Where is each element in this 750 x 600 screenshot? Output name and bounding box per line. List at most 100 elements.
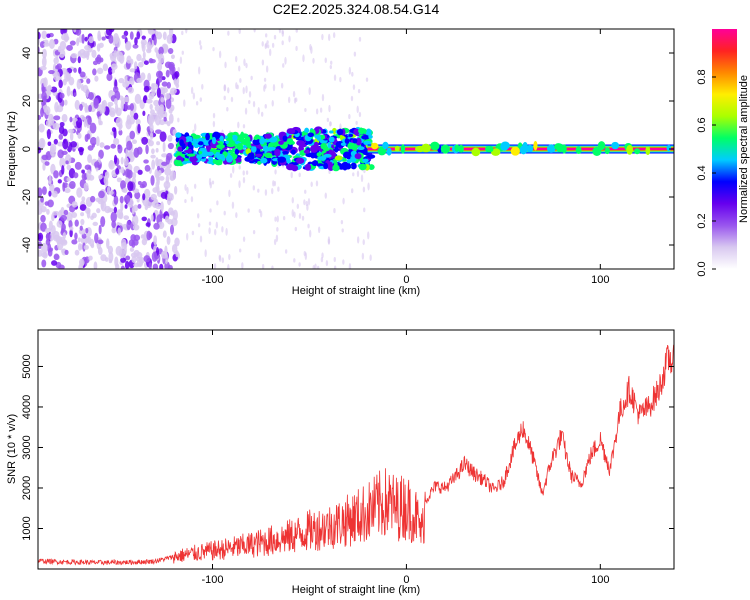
heatmap-cell	[92, 221, 99, 227]
heatmap-cell	[92, 68, 97, 76]
heatmap-cell	[132, 44, 139, 49]
heatmap-cell	[267, 146, 276, 151]
y-tick-label: 4000	[21, 395, 33, 419]
spectrogram-y-label: Frequency (Hz)	[6, 111, 18, 187]
heatmap-cell	[295, 29, 298, 33]
heatmap-cell	[133, 112, 139, 120]
heatmap-cell	[165, 174, 170, 184]
heatmap-cell	[94, 161, 100, 168]
heatmap-cell	[327, 33, 331, 42]
colorbar-gradient	[712, 29, 737, 269]
heatmap-cell	[271, 265, 274, 269]
heatmap-cell	[42, 162, 46, 171]
heatmap-cell	[342, 259, 345, 265]
heatmap-cell	[170, 97, 175, 103]
heatmap-cell	[227, 87, 230, 94]
heatmap-cell	[70, 53, 78, 59]
heatmap-cell	[368, 164, 375, 170]
heatmap-cell	[575, 146, 582, 154]
heatmap-cell	[353, 51, 357, 57]
heatmap-cell	[187, 141, 192, 148]
heatmap-cell	[362, 186, 366, 193]
heatmap-cell	[129, 77, 135, 86]
heatmap-cell	[316, 152, 322, 157]
heatmap-cell	[53, 57, 59, 65]
heatmap-cell	[328, 104, 331, 113]
heatmap-cell	[44, 161, 50, 166]
heatmap-cell	[38, 200, 41, 207]
heatmap-cell	[208, 177, 212, 186]
heatmap-cell	[53, 115, 61, 121]
heatmap-cell	[211, 180, 215, 185]
heatmap-cell	[120, 257, 127, 263]
heatmap-cell	[64, 71, 70, 82]
heatmap-cell	[43, 77, 48, 88]
heatmap-cell	[421, 143, 431, 153]
heatmap-cell	[41, 259, 47, 268]
heatmap-cell	[357, 88, 361, 94]
heatmap-cell	[238, 29, 241, 35]
heatmap-cell	[175, 132, 182, 138]
heatmap-cell	[62, 232, 67, 239]
heatmap-cell	[148, 232, 153, 239]
heatmap-cell	[81, 169, 85, 174]
heatmap-cell	[485, 145, 494, 153]
heatmap-cell	[96, 43, 101, 52]
heatmap-cell	[166, 235, 171, 245]
heatmap-cell	[64, 188, 71, 194]
heatmap-cell	[136, 53, 142, 62]
heatmap-cell	[106, 238, 110, 250]
heatmap-cell	[134, 37, 138, 46]
heatmap-cell	[143, 159, 149, 164]
heatmap-cell	[333, 257, 336, 263]
heatmap-cell	[107, 101, 114, 107]
heatmap-cell	[48, 174, 52, 185]
heatmap-cell	[333, 265, 337, 269]
heatmap-cell	[111, 127, 117, 133]
heatmap-cell	[264, 43, 267, 50]
heatmap-cell	[310, 144, 319, 153]
heatmap-cell	[317, 226, 321, 234]
heatmap-cell	[87, 154, 93, 164]
heatmap-cell	[430, 141, 440, 151]
heatmap-cell	[153, 99, 160, 107]
heatmap-cell	[99, 142, 105, 148]
heatmap-cell	[105, 29, 113, 36]
heatmap-cell	[128, 150, 133, 159]
heatmap-cell	[81, 33, 85, 44]
heatmap-cell	[221, 226, 224, 233]
heatmap-cell	[238, 165, 241, 170]
heatmap-cell	[247, 152, 255, 160]
heatmap-cell	[98, 174, 103, 180]
heatmap-cell	[123, 194, 131, 204]
heatmap-cell	[158, 53, 165, 65]
heatmap-cell	[130, 58, 134, 65]
heatmap-cell	[81, 196, 86, 202]
heatmap-cell	[106, 73, 113, 82]
heatmap-cell	[228, 189, 231, 198]
heatmap-cell	[350, 95, 354, 102]
heatmap-cell	[56, 63, 63, 70]
heatmap-cell	[252, 100, 256, 108]
colorbar-label: Normalized spectral amplitude	[738, 75, 750, 223]
y-tick-label: 1000	[21, 516, 33, 540]
heatmap-cell	[158, 176, 165, 181]
heatmap-cell	[88, 255, 93, 261]
heatmap-cell	[48, 69, 55, 75]
heatmap-cell	[307, 132, 315, 138]
heatmap-cell	[232, 165, 235, 174]
x-tick-label: 100	[591, 574, 609, 586]
heatmap-cell	[108, 34, 114, 44]
heatmap-cell	[298, 212, 302, 220]
heatmap-cell	[205, 132, 210, 141]
heatmap-cell	[321, 93, 325, 102]
heatmap-cell	[303, 149, 310, 154]
heatmap-cell	[137, 123, 141, 134]
heatmap-cell	[281, 30, 285, 37]
heatmap-cell	[118, 129, 123, 136]
snr-background	[38, 330, 674, 569]
heatmap-cell	[325, 260, 329, 267]
heatmap-cell	[264, 104, 267, 109]
heatmap-cell	[242, 236, 246, 242]
heatmap-cell	[74, 219, 79, 227]
